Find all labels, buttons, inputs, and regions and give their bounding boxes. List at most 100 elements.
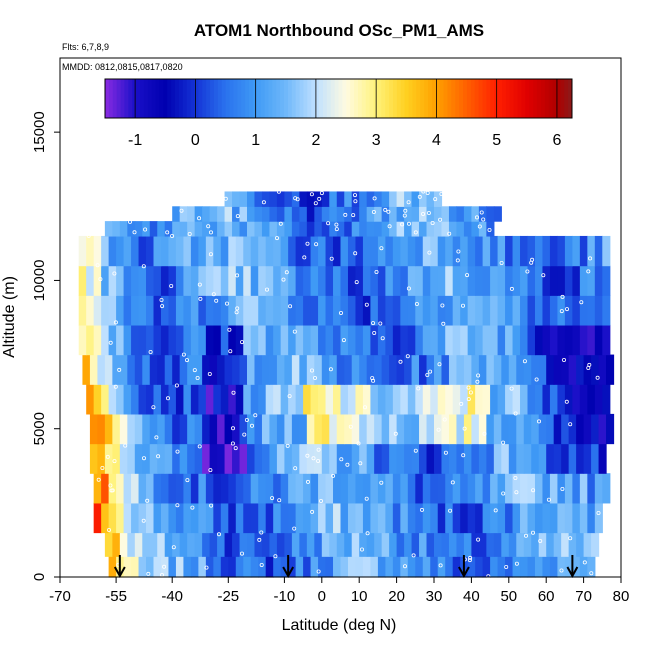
colorbar-segment bbox=[435, 79, 441, 118]
heatmap-cell bbox=[116, 473, 125, 504]
heatmap-cell bbox=[232, 532, 241, 557]
colorbar-segment bbox=[105, 79, 110, 118]
heatmap-cell bbox=[269, 221, 278, 237]
sample-point bbox=[504, 565, 509, 570]
colorbar-segment bbox=[334, 79, 339, 118]
colorbar-segment bbox=[540, 79, 546, 118]
heatmap-cell bbox=[213, 556, 222, 578]
sample-point bbox=[132, 230, 137, 235]
heatmap-cell bbox=[168, 295, 177, 326]
y-axis: 0 5000 10000 15000 bbox=[31, 111, 60, 581]
colorbar-segment bbox=[198, 79, 203, 118]
sample-point bbox=[351, 213, 356, 218]
heatmap-cell bbox=[288, 324, 297, 356]
sample-point bbox=[141, 518, 146, 523]
heatmap-cell bbox=[362, 265, 372, 296]
heatmap-cell bbox=[389, 206, 398, 222]
sample-point bbox=[345, 462, 350, 467]
heatmap-cell bbox=[224, 413, 233, 445]
sample-point bbox=[501, 440, 506, 445]
heatmap-cell bbox=[347, 265, 357, 296]
heatmap-cell bbox=[190, 324, 199, 356]
heatmap-cell bbox=[366, 354, 375, 385]
heatmap-cell bbox=[467, 265, 476, 296]
heatmap-cell bbox=[482, 502, 491, 534]
heatmap-cell bbox=[190, 473, 199, 504]
heatmap-cell bbox=[404, 206, 413, 222]
colorbar-tick-label: 6 bbox=[552, 132, 561, 149]
heatmap-cell bbox=[284, 443, 293, 474]
heatmap-cell bbox=[572, 235, 581, 267]
heatmap-cell bbox=[273, 473, 282, 504]
colorbar: -1 0 1 2 3 4 5 6 bbox=[104, 78, 573, 149]
sample-point bbox=[447, 231, 452, 236]
heatmap-cell bbox=[175, 502, 185, 534]
heatmap-cell bbox=[306, 221, 315, 237]
heatmap-cell bbox=[445, 502, 454, 534]
heatmap-cell bbox=[194, 532, 203, 557]
heatmap-cell bbox=[284, 206, 293, 222]
sample-point bbox=[481, 217, 486, 222]
heatmap-cell bbox=[164, 354, 173, 385]
heatmap-cell bbox=[187, 221, 196, 237]
sample-point bbox=[253, 413, 258, 418]
heatmap-cell bbox=[314, 413, 323, 445]
heatmap-cell bbox=[531, 413, 540, 445]
heatmap-cell bbox=[325, 265, 334, 296]
colorbar-segment bbox=[233, 79, 238, 118]
sample-point bbox=[582, 560, 587, 565]
colorbar-segment bbox=[482, 79, 487, 118]
heatmap-cell bbox=[344, 191, 353, 207]
heatmap-cell bbox=[232, 443, 241, 474]
heatmap-cell bbox=[422, 265, 431, 296]
sample-point bbox=[148, 349, 153, 354]
heatmap-cell bbox=[452, 265, 461, 296]
heatmap-cell bbox=[149, 443, 158, 474]
heatmap-cell bbox=[467, 295, 476, 326]
heatmap-cell bbox=[362, 556, 372, 578]
colorbar-segment bbox=[385, 79, 390, 118]
colorbar-segment bbox=[509, 79, 515, 118]
heatmap-cell bbox=[280, 556, 289, 578]
heatmap-cell bbox=[239, 413, 248, 445]
sample-point bbox=[331, 473, 336, 478]
heatmap-cell bbox=[119, 221, 128, 237]
heatmap-cell bbox=[434, 443, 443, 474]
colorbar-segment bbox=[178, 79, 184, 118]
sample-point bbox=[589, 571, 594, 576]
sample-point bbox=[107, 528, 112, 533]
sample-point bbox=[113, 384, 118, 389]
x-tick-label: 20 bbox=[388, 588, 405, 605]
heatmap-cell bbox=[430, 473, 439, 504]
heatmap-cell bbox=[520, 265, 529, 296]
x-tick-label: -55 bbox=[105, 588, 127, 605]
sample-point bbox=[239, 340, 244, 345]
sample-point bbox=[339, 457, 344, 462]
heatmap-cell bbox=[273, 265, 282, 296]
heatmap-cell bbox=[374, 532, 383, 557]
heatmap-cell bbox=[336, 354, 345, 385]
sample-point bbox=[235, 214, 240, 219]
colorbar-segment bbox=[346, 79, 351, 118]
heatmap-cell bbox=[202, 443, 211, 474]
heatmap-cell bbox=[119, 532, 128, 557]
sample-point bbox=[211, 292, 216, 297]
heatmap-cell bbox=[329, 206, 338, 222]
colorbar-tick-label: -1 bbox=[128, 132, 142, 149]
heatmap-cell bbox=[434, 354, 443, 385]
sample-point bbox=[292, 329, 297, 334]
heatmap-cell bbox=[306, 191, 315, 207]
heatmap-cell bbox=[261, 191, 271, 207]
heatmap-cell bbox=[347, 556, 357, 578]
heatmap-cell bbox=[318, 265, 327, 296]
sample-point bbox=[230, 441, 235, 446]
sample-point bbox=[208, 252, 213, 257]
colorbar-segment bbox=[241, 79, 246, 118]
heatmap-cell bbox=[101, 324, 110, 356]
heatmap-cell bbox=[362, 324, 372, 356]
heatmap-cell bbox=[347, 384, 357, 415]
heatmap-cell bbox=[452, 295, 461, 326]
heatmap-cell bbox=[157, 221, 166, 237]
heatmap-cell bbox=[269, 354, 278, 385]
sample-point bbox=[316, 569, 321, 574]
